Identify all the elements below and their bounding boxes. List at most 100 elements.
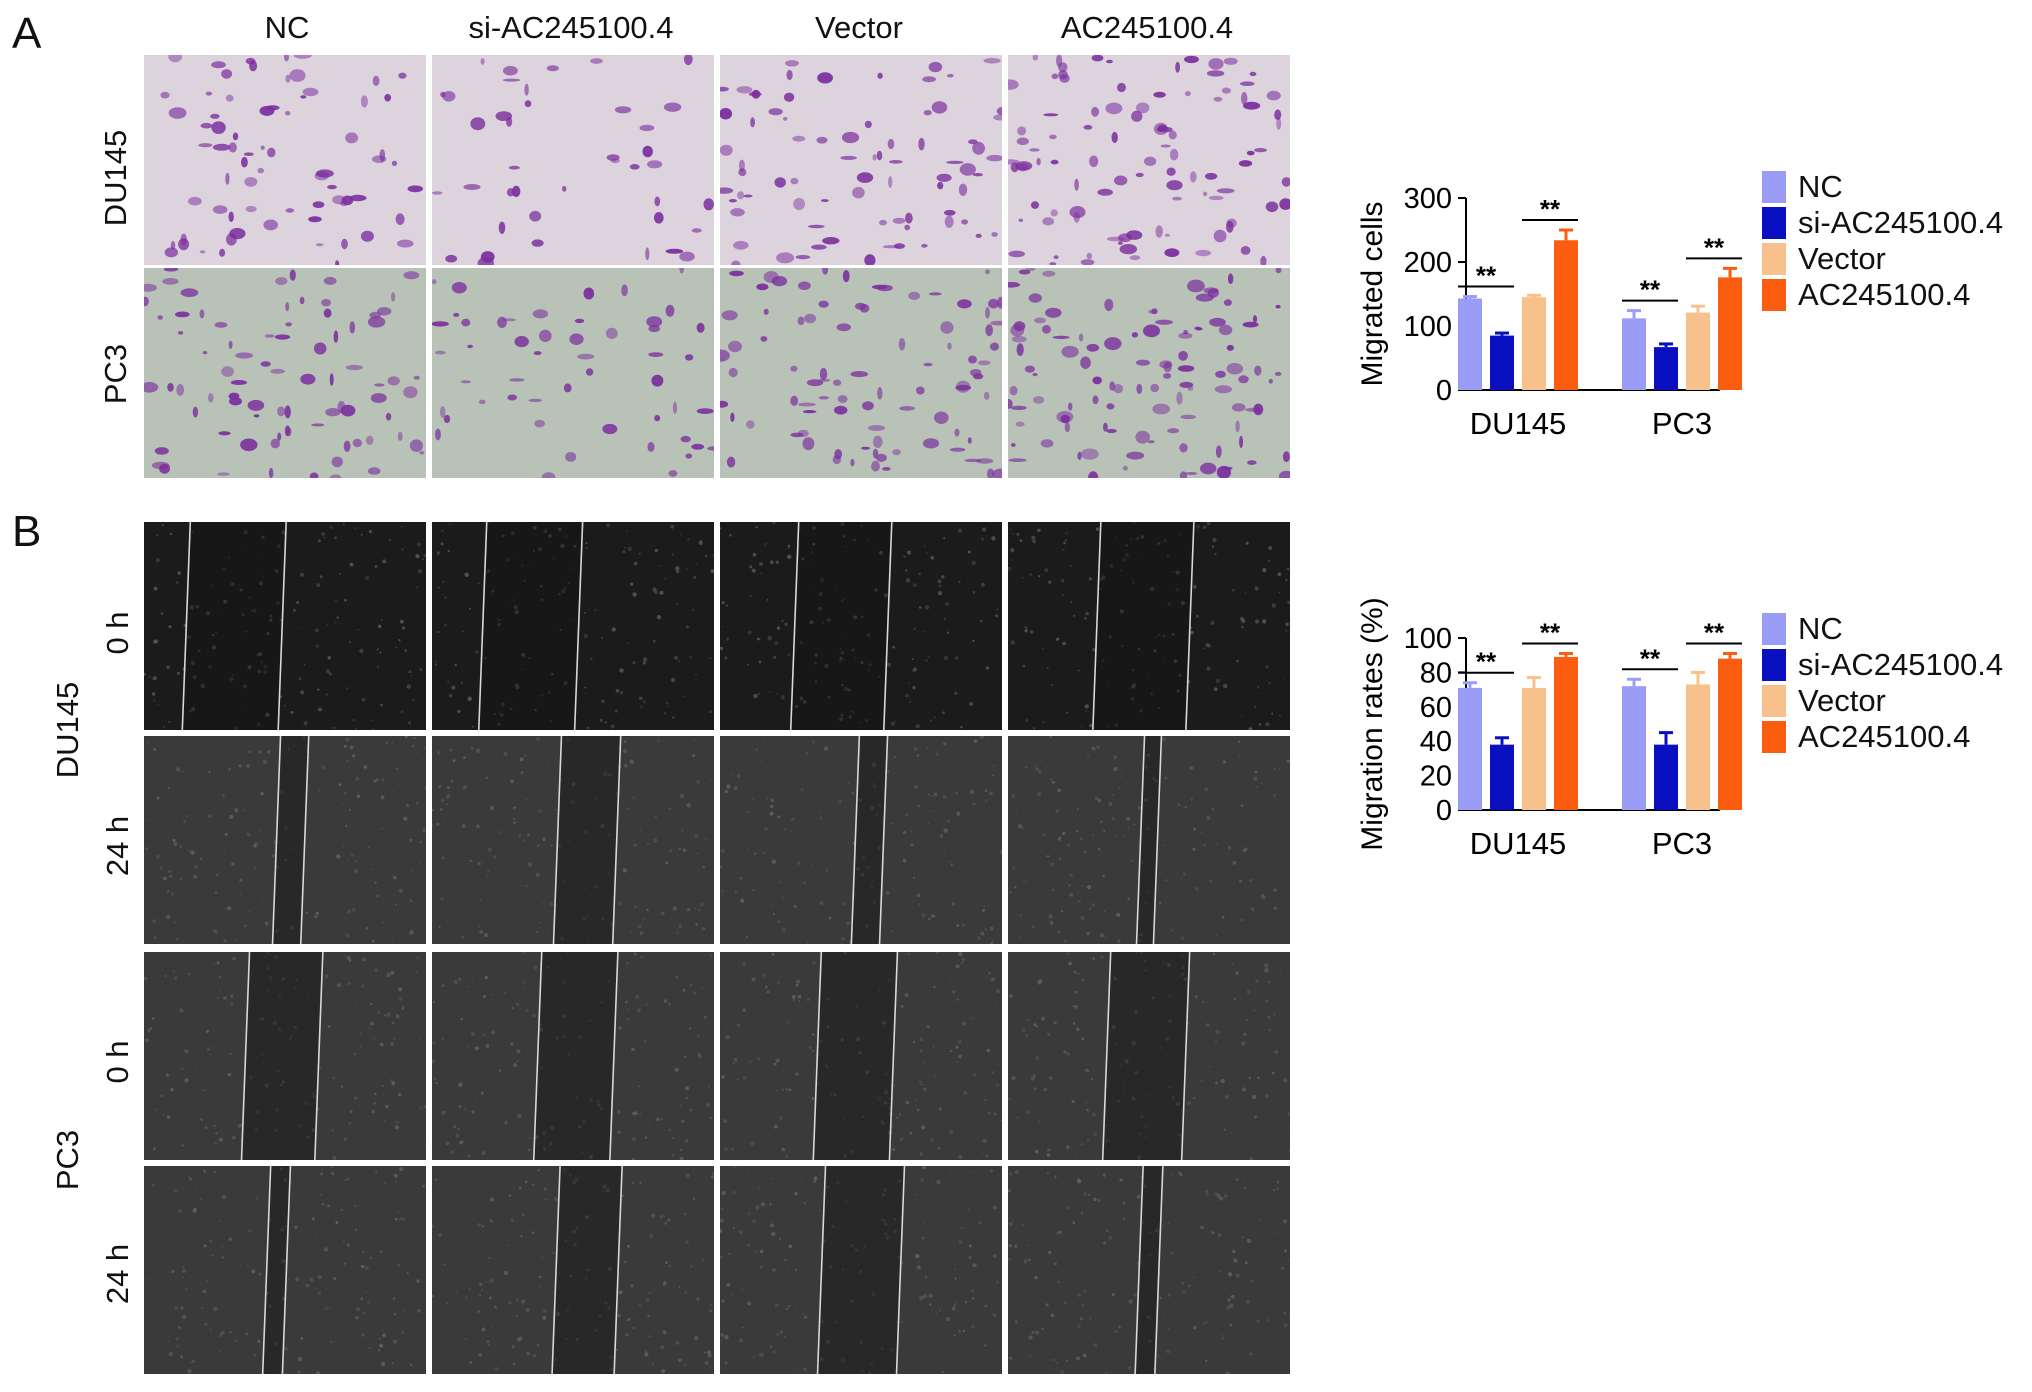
transwell-micrograph-du145-2	[432, 55, 714, 265]
transwell-micrograph-du145-1	[144, 55, 426, 265]
legend-swatch	[1762, 279, 1786, 311]
row-label-du145: DU145	[98, 129, 133, 227]
legend-swatch	[1762, 685, 1786, 717]
bar-du145-0	[1458, 687, 1482, 810]
bar-du145-2	[1522, 687, 1546, 810]
bar-pc3-2	[1686, 684, 1710, 810]
y-tick-label: 100	[1404, 623, 1452, 655]
timepoint-label-pc3-0h: 0 h	[100, 1040, 135, 1084]
x-category-label: PC3	[1652, 406, 1712, 441]
legend-swatch	[1762, 649, 1786, 681]
transwell-micrograph-pc3-4	[1008, 268, 1290, 478]
y-tick-label: 0	[1436, 795, 1452, 827]
scratch-micrograph-du145-0h-4	[1008, 522, 1290, 730]
legend-item: si-AC245100.4	[1762, 647, 2004, 682]
group-label-du145: DU145	[50, 681, 85, 779]
scratch-micrograph-pc3-24h-3	[720, 1166, 1002, 1374]
bar-pc3-3	[1718, 658, 1742, 810]
bar-du145-0	[1458, 298, 1482, 390]
transwell-micrograph-pc3-3	[720, 268, 1002, 478]
significance-stars: **	[1704, 232, 1725, 262]
legend-item: NC	[1762, 611, 1843, 646]
legend-label: AC245100.4	[1798, 719, 1971, 754]
y-axis-title: Migration rates (%)	[1356, 597, 1389, 850]
panel-b-letter: B	[12, 507, 42, 556]
legend-swatch	[1762, 243, 1786, 275]
legend-item: NC	[1762, 169, 1843, 204]
bar-pc3-3	[1718, 277, 1742, 390]
scratch-micrograph-du145-24h-3	[720, 736, 1002, 944]
bar-du145-1	[1490, 744, 1514, 810]
legend-item: si-AC245100.4	[1762, 205, 2004, 240]
legend-label: Vector	[1798, 241, 1886, 276]
bar-pc3-1	[1654, 347, 1678, 390]
bar-pc3-2	[1686, 312, 1710, 390]
scratch-micrograph-pc3-24h-1	[144, 1166, 426, 1374]
scratch-micrograph-pc3-0h-1	[144, 952, 426, 1160]
migrated-cells-bar-chart: 0 100 200 300 Migrated cells DU145 PC3 ** ** ** **…	[1320, 160, 2020, 480]
scratch-micrograph-pc3-24h-2	[432, 1166, 714, 1374]
scratch-micrograph-du145-0h-3	[720, 522, 1002, 730]
significance-stars: **	[1476, 647, 1497, 677]
y-tick-label: 100	[1404, 311, 1452, 343]
y-tick-label: 80	[1420, 657, 1452, 689]
legend-item: AC245100.4	[1762, 719, 1971, 754]
significance-stars: **	[1476, 261, 1497, 291]
x-category-label: PC3	[1652, 826, 1712, 861]
legend-item: Vector	[1762, 241, 1886, 276]
timepoint-label-du145-0h: 0 h	[100, 611, 135, 655]
scratch-micrograph-du145-24h-1	[144, 736, 426, 944]
scratch-micrograph-du145-24h-2	[432, 736, 714, 944]
bar-pc3-0	[1622, 686, 1646, 810]
legend-label: NC	[1798, 169, 1843, 204]
bar-du145-3	[1554, 656, 1578, 810]
row-label-pc3: PC3	[98, 343, 133, 405]
chart-svg-0: 0 100 200 300 Migrated cells DU145 PC3 ** ** ** **	[1356, 183, 1742, 441]
legend-item: Vector	[1762, 683, 1886, 718]
scratch-micrograph-du145-0h-1	[144, 522, 426, 730]
x-category-label: DU145	[1470, 826, 1567, 861]
scratch-micrograph-pc3-0h-2	[432, 952, 714, 1160]
transwell-micrograph-du145-4	[1008, 55, 1290, 265]
legend-label: NC	[1798, 611, 1843, 646]
y-tick-label: 20	[1420, 761, 1452, 793]
y-axis-title: Migrated cells	[1356, 201, 1389, 386]
legend-label: si-AC245100.4	[1798, 205, 2004, 240]
scratch-micrograph-du145-24h-4	[1008, 736, 1290, 944]
bar-pc3-0	[1622, 318, 1646, 390]
significance-stars: **	[1540, 194, 1561, 224]
bar-du145-3	[1554, 240, 1578, 390]
legend-swatch	[1762, 171, 1786, 203]
column-header-si-ac245100-4: si-AC245100.4	[468, 10, 674, 45]
bar-du145-2	[1522, 297, 1546, 390]
legend-label: si-AC245100.4	[1798, 647, 2004, 682]
transwell-micrograph-du145-3	[720, 55, 1002, 265]
significance-stars: **	[1640, 643, 1661, 673]
significance-stars: **	[1540, 617, 1561, 647]
bar-pc3-1	[1654, 744, 1678, 810]
column-header-vector: Vector	[815, 10, 903, 45]
transwell-micrograph-pc3-2	[432, 268, 714, 478]
timepoint-label-pc3-24h: 24 h	[100, 1243, 135, 1305]
legend-item: AC245100.4	[1762, 277, 1970, 312]
x-category-label: DU145	[1470, 406, 1567, 441]
legend-swatch	[1762, 721, 1786, 753]
legend-swatch	[1762, 613, 1786, 645]
bar-du145-1	[1490, 335, 1514, 390]
y-tick-label: 200	[1404, 247, 1452, 279]
scratch-micrograph-pc3-0h-4	[1008, 952, 1290, 1160]
legend-label: Vector	[1798, 683, 1886, 718]
scratch-micrograph-pc3-24h-4	[1008, 1166, 1290, 1374]
significance-stars: **	[1640, 275, 1661, 305]
y-tick-label: 300	[1404, 183, 1452, 215]
legend-swatch	[1762, 207, 1786, 239]
y-tick-label: 40	[1420, 726, 1452, 758]
column-header-ac245100-4: AC245100.4	[1060, 10, 1234, 45]
scratch-micrograph-pc3-0h-3	[720, 952, 1002, 1160]
timepoint-label-du145-24h: 24 h	[100, 815, 135, 877]
column-header-nc: NC	[264, 10, 310, 45]
group-label-pc3: PC3	[50, 1129, 85, 1191]
significance-stars: **	[1704, 617, 1725, 647]
panel-a-letter: A	[12, 9, 42, 58]
